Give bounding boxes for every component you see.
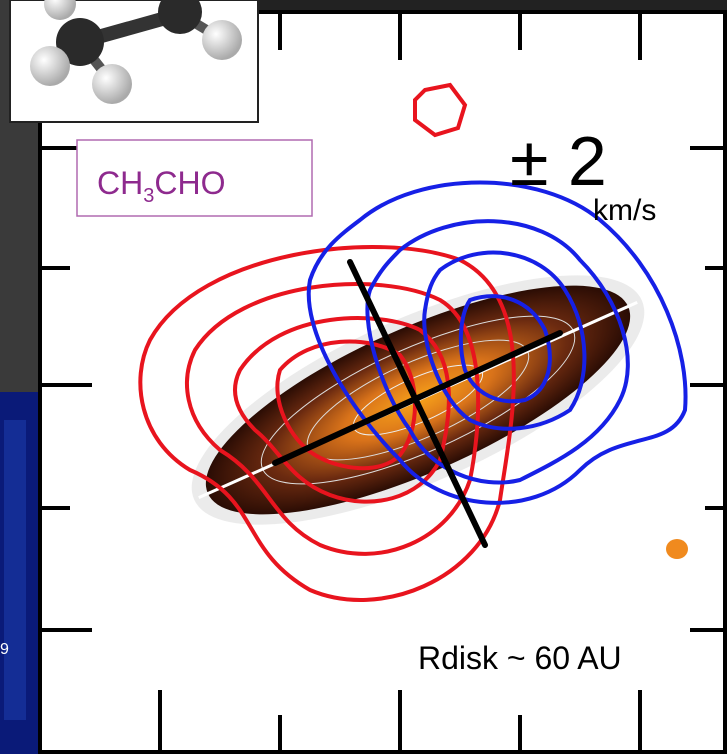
ticks: [40, 12, 727, 752]
red-contours: [138, 82, 516, 602]
blue-contours: [306, 180, 688, 505]
disk-radius-label: Rdisk ~ 60 AU: [418, 640, 622, 676]
velocity-value: ± 2: [510, 122, 607, 200]
side-image-detail: [4, 420, 26, 720]
text: CH: [97, 165, 143, 201]
beam: [666, 539, 688, 559]
side-label: 9: [0, 641, 9, 658]
top-bar: [258, 0, 727, 12]
species-box: [76, 139, 313, 217]
species-label: CH3CHO: [97, 165, 225, 207]
text: 3: [143, 185, 154, 207]
plot-frame: [38, 10, 727, 754]
axes-cross: [272, 259, 563, 548]
molecule: [30, 0, 242, 104]
text: CHO: [154, 165, 225, 201]
velocity-unit: km/s: [593, 194, 656, 227]
